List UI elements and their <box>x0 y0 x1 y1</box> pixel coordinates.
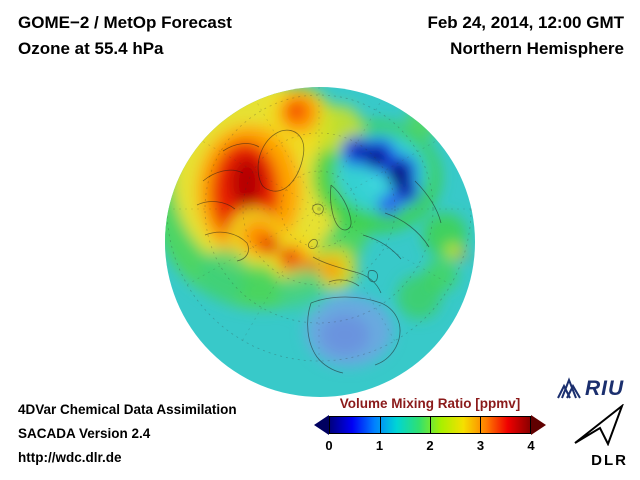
colorbar-tick-label: 1 <box>375 438 384 453</box>
assimilation-label: 4DVar Chemical Data Assimilation <box>18 402 237 417</box>
plot-title: GOME−2 / MetOp Forecast <box>18 13 232 32</box>
colorbar-tick-mark <box>380 417 381 433</box>
ozone-field-layer <box>165 87 467 367</box>
version-label: SACADA Version 2.4 <box>18 426 151 441</box>
colorbar-row <box>310 415 550 435</box>
riu-logo-text: RIU <box>585 377 625 400</box>
globe-svg <box>165 87 475 397</box>
graticule <box>165 87 474 364</box>
header-left: GOME−2 / MetOp Forecast Ozone at 55.4 hP… <box>18 10 232 62</box>
colorbar-tick-mark <box>430 417 431 433</box>
colorbar-tick-mark <box>480 417 481 433</box>
globe-map <box>163 85 477 399</box>
coastlines <box>196 129 442 374</box>
colorbar-ticks: 0 1 2 3 4 <box>325 438 535 453</box>
colorbar-tick-label: 2 <box>426 438 434 453</box>
colorbar-tick-label: 4 <box>527 438 535 453</box>
url-label: http://wdc.dlr.de <box>18 450 122 465</box>
dlr-logo: DLR <box>566 403 628 469</box>
dlr-logo-text: DLR <box>591 452 628 469</box>
colorbar-tick-label: 3 <box>476 438 485 453</box>
footer-left: 4DVar Chemical Data Assimilation SACADA … <box>18 398 237 470</box>
colorbar-gradient <box>329 416 531 434</box>
plot-region: Northern Hemisphere <box>450 39 624 58</box>
riu-logo: RIU <box>556 376 624 402</box>
colorbar-title: Volume Mixing Ratio [ppmv] <box>339 396 521 411</box>
plot-subtitle: Ozone at 55.4 hPa <box>18 39 164 58</box>
plot-datetime: Feb 24, 2014, 12:00 GMT <box>427 13 624 32</box>
colorbar-tick-label: 0 <box>325 438 333 453</box>
dlr-logo-icon <box>574 403 625 447</box>
header-right: Feb 24, 2014, 12:00 GMT Northern Hemisph… <box>427 10 624 62</box>
colorbar: Volume Mixing Ratio [ppmv] 0 1 2 3 4 <box>310 396 550 453</box>
colorbar-arrow-left-icon <box>314 415 329 435</box>
riu-logo-icon <box>557 377 581 399</box>
colorbar-arrow-right-icon <box>531 415 546 435</box>
